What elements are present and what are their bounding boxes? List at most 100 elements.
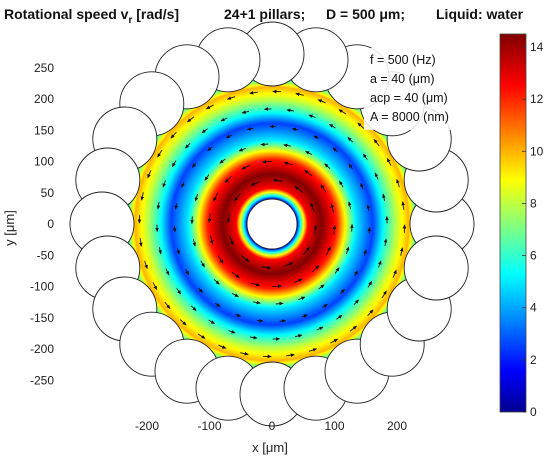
velocity-arrow [396,178,400,188]
velocity-arrow [294,186,303,193]
velocity-arrow [217,255,224,264]
velocity-arrow [334,267,340,274]
velocity-arrow [313,135,320,140]
velocity-arrow [332,224,337,235]
velocity-arrow [241,255,250,262]
annotation-line: A = 8000 (nm) [370,110,449,124]
x-axis-ticks: -200 -100 0 100 200 [135,419,407,433]
annotation-line: a = 40 (μm) [370,72,435,86]
velocity-arrow [207,213,212,224]
velocity-arrow [198,287,203,293]
velocity-arrow [362,153,368,160]
y-tick-label: -50 [37,248,55,262]
velocity-arrow [383,238,388,246]
velocity-arrow [286,108,294,113]
velocity-arrow [238,147,246,152]
velocity-arrow [190,305,197,311]
velocity-arrow [322,303,328,308]
velocity-arrow [345,246,350,254]
colorbar-tick-label: 6 [530,249,537,263]
y-axis-label: y [μm] [2,210,17,246]
center-pillar [246,198,298,250]
colorbar-tick-label: 2 [530,353,537,367]
velocity-arrow [294,334,303,338]
velocity-arrow [192,239,196,247]
velocity-arrow [349,325,357,332]
y-tick-label: 100 [34,155,54,169]
velocity-arrow [338,109,347,115]
velocity-arrow [339,288,345,295]
velocity-arrow [162,180,166,188]
annotation-line: f = 500 (Hz) [370,53,436,67]
velocity-arrow [250,181,261,186]
colorbar-tick-label: 8 [530,196,537,210]
velocity-arrow [204,174,210,181]
velocity-arrow [181,181,185,188]
title-main: Rotational speed v [4,6,129,22]
velocity-arrow [185,269,190,276]
velocity-arrow [240,351,249,356]
velocity-arrow [197,333,206,339]
velocity-arrow [176,248,180,255]
y-tick-label: -150 [30,311,54,325]
colorbar-tick-label: 0 [530,405,537,419]
velocity-arrow [207,146,213,152]
velocity-arrow [367,281,373,288]
velocity-arrow [374,172,379,180]
x-tick-label: 200 [387,419,407,433]
velocity-arrow [213,278,220,285]
velocity-arrow [256,318,264,323]
velocity-arrow [332,147,338,153]
velocity-arrow [214,302,221,308]
velocity-arrow [367,309,374,317]
y-tick-label: 200 [34,92,54,106]
velocity-arrow [353,299,359,306]
pillars [69,21,475,427]
velocity-arrow [208,319,215,325]
velocity-arrow [317,99,326,104]
y-tick-label: -100 [30,280,54,294]
velocity-arrow [330,338,338,344]
velocity-arrow [318,284,325,290]
annotation-background [364,48,454,130]
velocity-arrow [303,246,310,255]
velocity-arrow [234,313,242,317]
velocity-arrow [348,201,352,209]
velocity-arrow [348,163,353,170]
velocity-arrow [152,282,158,290]
velocity-arrow [194,194,199,202]
velocity-arrow [283,161,294,166]
velocity-arrow [206,104,214,110]
velocity-arrow [298,296,306,301]
velocity-arrow [226,213,231,224]
parameter-annotation: f = 500 (Hz) a = 40 (μm) acp = 40 (μm) A = … [364,48,454,130]
velocity-arrow [187,116,195,123]
annotation-line: acp = 40 (μm) [370,91,448,105]
velocity-arrow [378,260,382,268]
x-tick-label: 0 [269,419,276,433]
velocity-arrow [329,123,336,129]
velocity-arrow [249,91,258,95]
velocity-arrow [234,193,241,202]
velocity-arrow [272,284,282,289]
title-liquid: Liquid: water [436,6,524,22]
velocity-arrow [301,314,308,318]
velocity-arrow [170,131,177,139]
velocity-arrow [320,184,327,193]
velocity-arrow [392,269,397,278]
velocity-arrow [401,201,405,210]
y-tick-label: 0 [47,217,54,231]
velocity-arrow [156,202,161,210]
velocity-arrow [250,335,258,340]
velocity-arrow [283,143,291,148]
colorbar-scale [499,33,527,413]
velocity-arrow [250,282,261,287]
velocity-arrow [241,110,250,114]
velocity-arrow [272,178,283,183]
velocity-arrow [253,300,261,305]
colorbar-tick-label: 10 [530,144,544,158]
velocity-arrow [262,159,272,164]
velocity-arrow [171,160,177,167]
velocity-arrow [275,301,284,306]
